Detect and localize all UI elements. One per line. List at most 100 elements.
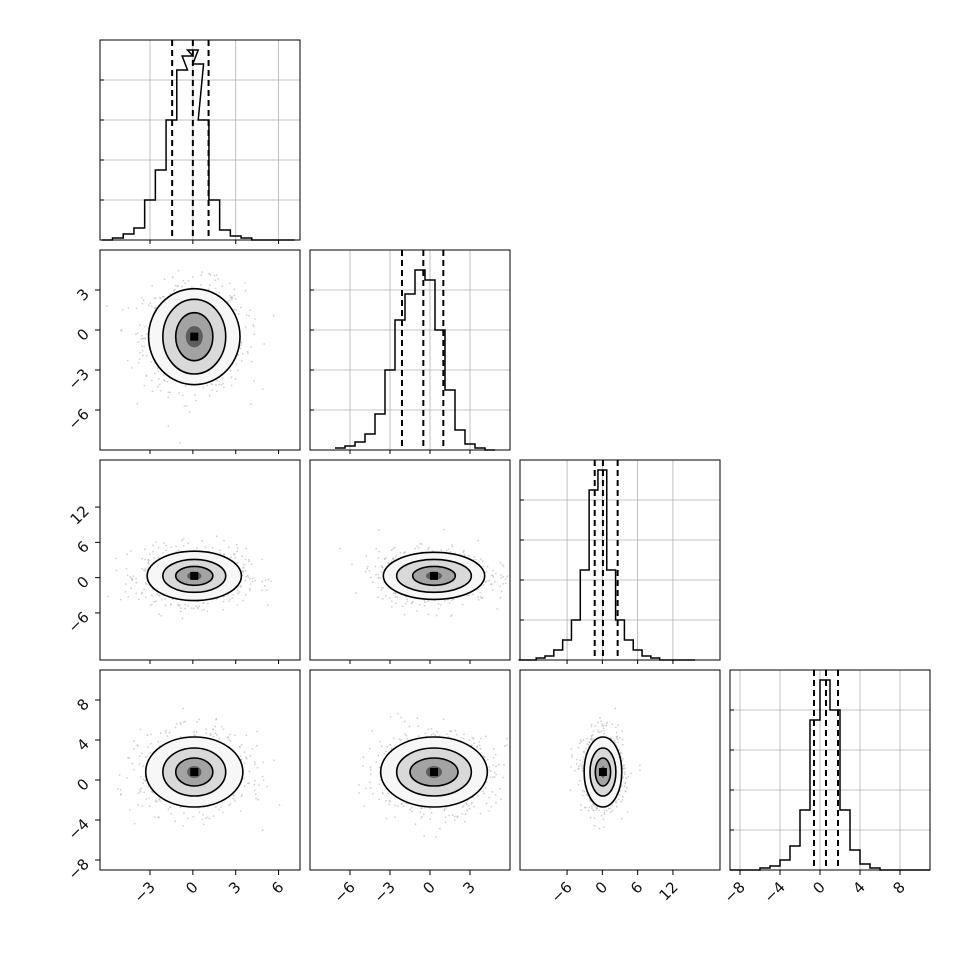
scatter-point — [249, 346, 252, 348]
scatter-point — [623, 767, 626, 770]
scatter-point — [236, 550, 239, 553]
scatter-point — [151, 305, 153, 308]
scatter-point — [211, 389, 214, 391]
scatter-point — [394, 804, 397, 807]
scatter-point — [227, 300, 229, 303]
density-peak — [430, 571, 438, 580]
scatter-point — [241, 570, 244, 573]
scatter-point — [580, 740, 583, 743]
scatter-point — [439, 604, 442, 606]
scatter-point — [505, 737, 508, 740]
scatter-point — [421, 815, 423, 818]
scatter-point — [418, 604, 421, 606]
panel-frame — [309, 249, 511, 451]
scatter-point — [219, 552, 222, 555]
scatter-point — [236, 369, 239, 372]
scatter-point — [206, 816, 209, 819]
scatter-point — [463, 733, 465, 736]
scatter-point — [374, 565, 377, 568]
scatter-point — [489, 776, 492, 779]
scatter-point — [272, 314, 275, 317]
scatter-point — [578, 765, 580, 768]
scatter-point — [613, 739, 616, 742]
scatter-point — [145, 374, 148, 377]
scatter-point — [135, 592, 138, 595]
scatter-point — [396, 712, 399, 715]
scatter-point — [482, 565, 485, 568]
scatter-point — [175, 545, 178, 547]
scatter-point — [190, 607, 193, 610]
scatter-point — [392, 557, 394, 559]
scatter-point — [240, 341, 243, 344]
scatter-point — [236, 589, 239, 592]
scatter-point — [137, 804, 140, 806]
scatter-point — [452, 598, 455, 601]
scatter-point — [248, 782, 250, 785]
scatter-point — [127, 756, 129, 759]
scatter-point — [229, 598, 232, 601]
scatter-point — [338, 547, 341, 550]
scatter-point — [405, 734, 408, 737]
scatter-point — [355, 592, 358, 594]
scatter-point — [424, 732, 427, 735]
scatter-point — [500, 577, 502, 580]
scatter-point — [243, 762, 246, 765]
scatter-point — [495, 765, 497, 768]
scatter-point — [232, 593, 235, 596]
scatter-point — [143, 384, 146, 387]
scatter-point — [249, 403, 252, 406]
scatter-point — [369, 773, 372, 776]
scatter-point — [147, 558, 150, 561]
scatter-point — [393, 546, 396, 549]
scatter-point — [132, 575, 135, 577]
scatter-point — [468, 554, 470, 557]
pair-panel-2-4 — [309, 669, 511, 871]
scatter-point — [494, 753, 497, 756]
scatter-point — [169, 293, 172, 295]
scatter-point — [384, 799, 387, 802]
scatter-point — [246, 350, 249, 353]
scatter-point — [119, 789, 122, 791]
scatter-point — [150, 361, 153, 363]
scatter-point — [240, 810, 242, 812]
scatter-point — [448, 814, 450, 817]
scatter-point — [368, 747, 371, 750]
scatter-point — [147, 746, 150, 749]
scatter-point — [188, 411, 191, 413]
scatter-point — [385, 557, 387, 559]
scatter-point — [254, 779, 256, 782]
scatter-point — [389, 716, 392, 718]
scatter-point — [444, 821, 447, 824]
scatter-point — [141, 591, 144, 594]
scatter-point — [394, 816, 396, 818]
scatter-point — [201, 271, 204, 273]
scatter-point — [460, 736, 463, 739]
scatter-point — [139, 351, 141, 354]
scatter-point — [395, 602, 397, 605]
scatter-point — [620, 751, 622, 754]
scatter-point — [144, 548, 146, 551]
scatter-point — [265, 589, 268, 591]
scatter-point — [233, 553, 236, 556]
scatter-point — [377, 596, 379, 598]
scatter-point — [148, 304, 150, 307]
scatter-point — [159, 297, 162, 300]
scatter-point — [234, 378, 237, 380]
scatter-point — [494, 794, 497, 796]
scatter-point — [358, 792, 361, 794]
scatter-point — [137, 792, 140, 795]
scatter-point — [160, 598, 163, 601]
scatter-point — [262, 779, 265, 781]
scatter-point — [248, 315, 250, 317]
scatter-point — [234, 298, 237, 300]
scatter-point — [574, 769, 576, 772]
scatter-point — [158, 594, 161, 597]
scatter-point — [372, 792, 374, 795]
scatter-point — [146, 734, 149, 737]
scatter-point — [213, 274, 216, 277]
scatter-point — [232, 794, 235, 797]
scatter-point — [377, 556, 380, 559]
scatter-point — [450, 599, 453, 601]
scatter-point — [362, 765, 364, 768]
scatter-point — [120, 598, 122, 601]
